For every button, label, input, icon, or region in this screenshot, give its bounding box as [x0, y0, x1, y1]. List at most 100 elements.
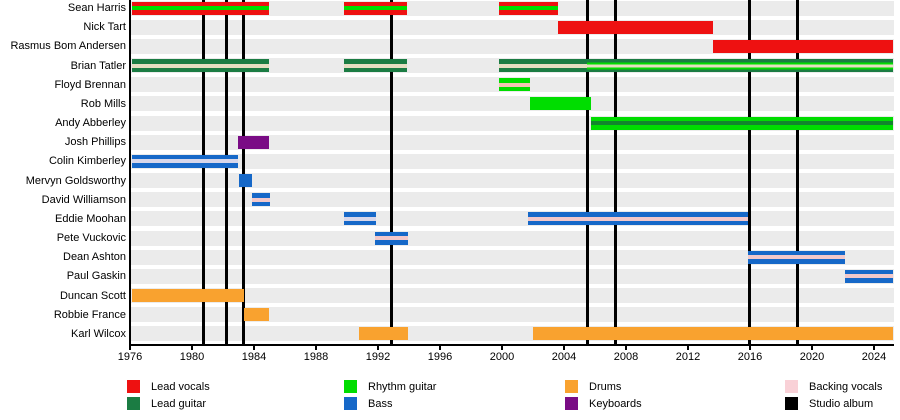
tenure-bar — [529, 97, 592, 111]
member-row-band — [131, 268, 894, 284]
member-label: Paul Gaskin — [66, 270, 126, 283]
studio-album-line — [202, 0, 206, 344]
member-label: Brian Tatler — [70, 59, 126, 72]
axis-tick-label: 2024 — [861, 351, 887, 363]
axis-tick-label: 2008 — [613, 351, 639, 363]
role-stripe — [498, 6, 558, 10]
tenure-bar — [498, 59, 588, 72]
studio-album-line — [224, 0, 228, 344]
axis-tick-label: 1992 — [365, 351, 391, 363]
member-row-band — [131, 134, 894, 150]
member-label: Colin Kimberley — [48, 155, 126, 168]
member-label: David Williamson — [41, 193, 126, 206]
tenure-bar — [243, 308, 270, 322]
legend-swatch — [785, 380, 798, 393]
role-stripe — [343, 63, 408, 68]
axis-tick — [191, 346, 193, 350]
axis-tick-label: 2016 — [737, 351, 763, 363]
tenure-bar — [498, 78, 530, 92]
axis-tick — [749, 346, 751, 350]
studio-album-line — [747, 0, 751, 344]
legend-label: Bass — [368, 398, 393, 410]
legend-label: Keyboards — [589, 398, 642, 410]
tenure-bar — [343, 1, 408, 15]
legend-label: Lead vocals — [151, 381, 210, 393]
member-label: Eddie Moohan — [55, 212, 126, 225]
legend-label: Lead guitar — [151, 398, 207, 410]
tenure-bar — [252, 193, 271, 207]
member-row-band — [131, 288, 894, 304]
member-row-band — [131, 307, 894, 323]
plot-area: Sean Harris Nick Tart Rasmus Bom Andersen B… — [10, 0, 894, 363]
axis-tick-label: 1976 — [117, 351, 143, 363]
role-stripe — [131, 159, 239, 164]
legend-swatch — [785, 397, 798, 410]
role-stripe — [591, 121, 893, 126]
legend: Lead vocals Lead guitar Rhythm guitar Bass D… — [0, 370, 900, 420]
role-stripe — [587, 64, 893, 67]
tenure-bar — [238, 174, 253, 188]
studio-album-line — [390, 0, 394, 344]
role-stripe — [131, 6, 270, 10]
member-label: Rasmus Bom Andersen — [10, 40, 126, 53]
axis-tick-label: 2012 — [675, 351, 701, 363]
role-stripe — [131, 63, 270, 68]
tenure-bar — [131, 59, 270, 72]
member-row-band — [131, 19, 894, 35]
studio-album-line — [795, 0, 799, 344]
role-stripe — [374, 236, 409, 241]
role-stripe — [844, 274, 893, 279]
tenure-bar — [237, 135, 270, 149]
role-stripe — [748, 255, 845, 260]
tenure-bar — [844, 269, 893, 283]
tenure-bar — [374, 231, 409, 245]
member-row-band — [131, 153, 894, 169]
axis-tick-label: 1988 — [303, 351, 329, 363]
axis-tick-label: 2004 — [551, 351, 577, 363]
axis-tick — [439, 346, 441, 350]
member-label: Nick Tart — [83, 21, 126, 34]
plot-left-border — [129, 0, 131, 346]
tenure-bar — [528, 212, 749, 226]
member-label: Sean Harris — [67, 2, 126, 14]
tenure-bar — [343, 59, 408, 72]
tenure-bar — [343, 212, 377, 226]
member-row-band — [131, 38, 894, 54]
axis-tick — [625, 346, 627, 350]
tenure-bar — [748, 250, 845, 264]
studio-album-line — [585, 0, 589, 344]
member-row-band — [131, 230, 894, 246]
axis-tick — [315, 346, 317, 350]
legend-label: Rhythm guitar — [368, 381, 437, 393]
member-label: Pete Vuckovic — [56, 232, 126, 245]
member-label: Karl Wilcox — [70, 327, 126, 340]
axis-tick-label: 1980 — [179, 351, 205, 363]
member-label: Dean Ashton — [63, 251, 126, 264]
studio-album-line — [242, 0, 246, 344]
tenure-bar — [591, 116, 893, 130]
tenure-bar — [131, 289, 244, 303]
legend-swatch — [565, 380, 578, 393]
role-stripe — [343, 216, 377, 221]
axis-tick-label: 2000 — [489, 351, 515, 363]
legend-label: Backing vocals — [809, 381, 883, 393]
axis-tick — [129, 346, 131, 350]
axis-tick-label: 1984 — [241, 351, 267, 363]
role-stripe — [498, 63, 588, 68]
member-label: Mervyn Goldsworthy — [25, 174, 126, 187]
axis-tick — [687, 346, 689, 350]
member-row-band — [131, 211, 894, 227]
axis-tick — [811, 346, 813, 350]
tenure-bar — [498, 1, 558, 15]
role-stripe — [252, 197, 271, 202]
legend-swatch — [127, 380, 140, 393]
member-row-band — [131, 173, 894, 189]
member-label: Floyd Brennan — [54, 78, 126, 91]
legend-swatch — [565, 397, 578, 410]
tenure-bar — [359, 327, 409, 341]
studio-album-line — [613, 0, 617, 344]
role-stripe — [528, 216, 749, 221]
axis-tick — [501, 346, 503, 350]
axis-tick — [873, 346, 875, 350]
role-stripe — [498, 82, 530, 87]
